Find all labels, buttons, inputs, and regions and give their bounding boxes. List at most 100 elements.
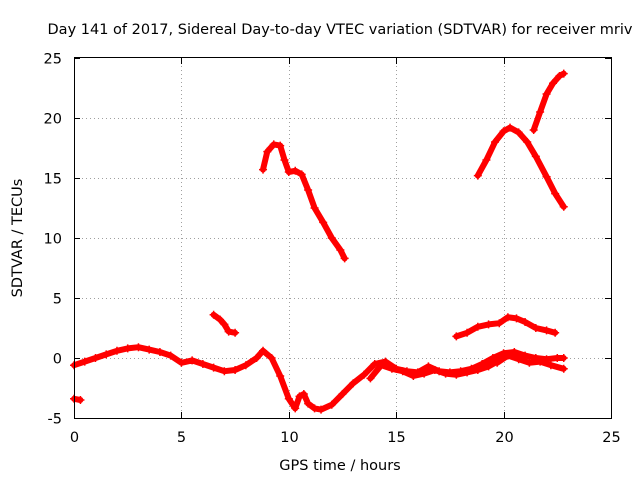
data-point (546, 361, 555, 370)
data-point (327, 400, 336, 409)
y-tick-label: 0 (53, 352, 62, 368)
data-point (536, 108, 545, 116)
data-point (366, 374, 375, 383)
data-point (91, 354, 100, 362)
data-point (536, 357, 545, 366)
data-point (340, 254, 349, 263)
data-point (310, 404, 319, 413)
data-point (512, 314, 521, 323)
data-point (555, 72, 564, 80)
data-point (370, 360, 379, 368)
data-point (224, 327, 233, 336)
data-point (473, 366, 482, 374)
data-point (198, 360, 207, 368)
data-point (291, 404, 300, 413)
series-markers-track-8 (473, 123, 568, 211)
data-point (209, 363, 218, 372)
data-point (241, 361, 250, 370)
data-point (259, 165, 268, 174)
data-point (514, 128, 523, 137)
data-point (529, 126, 538, 134)
data-point (284, 168, 293, 176)
data-point (452, 332, 461, 341)
data-point (263, 147, 272, 156)
data-point (473, 171, 482, 180)
data-point (276, 372, 285, 380)
data-point (123, 344, 132, 353)
data-point (295, 392, 304, 401)
data-point (319, 218, 328, 227)
data-point (252, 354, 261, 362)
y-axis-label: SDTVAR / TECUs (10, 179, 26, 298)
data-point (463, 328, 472, 337)
x-tick-label: 0 (70, 430, 79, 446)
data-point (484, 362, 493, 371)
data-point (220, 320, 229, 329)
data-point (525, 358, 534, 367)
data-point (336, 246, 345, 254)
data-point (284, 394, 293, 403)
data-point (559, 364, 568, 373)
data-point (145, 345, 154, 354)
data-point (134, 343, 143, 352)
data-point (216, 315, 225, 324)
data-point (155, 348, 164, 356)
data-point (280, 156, 289, 164)
data-point (276, 141, 285, 150)
data-point (76, 396, 85, 404)
data-point (491, 138, 500, 146)
data-point (327, 234, 336, 242)
data-point (291, 166, 300, 175)
data-point (551, 189, 560, 198)
data-point (80, 357, 89, 366)
data-point (493, 358, 502, 367)
data-point (542, 172, 551, 181)
data-point (531, 152, 540, 161)
data-point (310, 204, 319, 212)
data-point (484, 320, 493, 329)
data-point (463, 368, 472, 377)
data-point (112, 346, 121, 355)
y-tick-label: 20 (44, 112, 62, 128)
data-point (267, 354, 276, 362)
data-point (499, 127, 508, 136)
data-point (338, 390, 347, 398)
data-point (495, 319, 504, 328)
data-series (70, 69, 568, 414)
data-point (259, 346, 268, 355)
data-point (482, 156, 491, 164)
data-point (441, 369, 450, 378)
data-point (503, 351, 512, 360)
data-point (269, 140, 278, 149)
data-point (542, 326, 551, 335)
x-tick-label: 20 (495, 430, 513, 446)
data-point (549, 79, 558, 88)
data-point (430, 366, 439, 374)
data-point (521, 318, 530, 326)
data-point (531, 324, 540, 332)
x-tick-label: 25 (602, 430, 620, 446)
data-point (452, 370, 461, 379)
x-tick-label: 15 (387, 430, 405, 446)
series-markers-track-4 (493, 351, 568, 373)
data-point (503, 313, 512, 322)
axis-ticks: 0 5 10 15 20 25 -5 0 5 10 15 20 25 (44, 52, 621, 447)
data-point (377, 361, 386, 370)
y-tick-label: 10 (44, 232, 62, 248)
data-point (559, 202, 568, 211)
data-point (409, 372, 418, 380)
y-tick-label: 5 (53, 292, 62, 308)
data-point (542, 90, 551, 98)
data-point (523, 138, 532, 146)
grid-lines (74, 58, 611, 418)
data-point (398, 367, 407, 376)
data-point (299, 390, 308, 398)
data-point (188, 356, 197, 365)
data-point (349, 379, 358, 388)
data-point (304, 186, 313, 194)
y-tick-label: -5 (48, 412, 62, 428)
data-point (209, 310, 218, 319)
